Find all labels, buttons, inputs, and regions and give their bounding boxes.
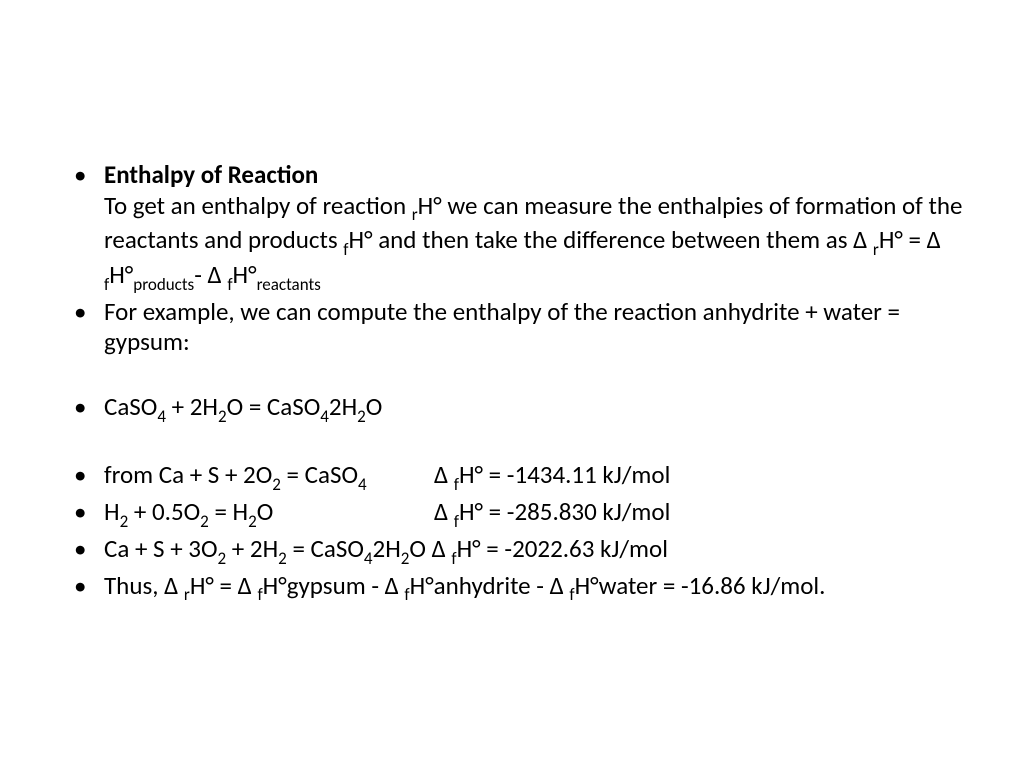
list-item: from Ca + S + 2O2 = CaSO4Δ fH° = -1434.1… (60, 460, 964, 495)
subscript: 2 (200, 511, 209, 532)
subscript: 2 (218, 406, 227, 427)
subscript: f (454, 474, 459, 495)
subscript: 4 (358, 474, 367, 495)
subscript: f (343, 239, 348, 260)
subscript: f (227, 274, 232, 295)
subscript: 2 (401, 548, 410, 569)
slide: Enthalpy of ReactionTo get an enthalpy o… (0, 0, 1024, 768)
spacer (60, 360, 964, 390)
subscript: f (404, 584, 409, 605)
list-item: Ca + S + 3O2 + 2H2 = CaSO42H2O Δ fH° = -… (60, 534, 964, 569)
subscript: 2 (357, 406, 366, 427)
subscript: 2 (218, 548, 227, 569)
subscript: r (873, 239, 879, 260)
list-item: Thus, Δ rH° = Δ fH°gypsum - Δ fH°anhydri… (60, 571, 964, 606)
bullet-list: Enthalpy of ReactionTo get an enthalpy o… (60, 160, 964, 605)
subscript: reactants (257, 274, 321, 295)
item-heading: Enthalpy of Reaction (104, 159, 318, 190)
subscript: r (412, 204, 418, 225)
subscript: 4 (364, 548, 373, 569)
item-body: To get an enthalpy of reaction rH° we ca… (104, 191, 964, 295)
equation-left: H2 + 0.5O2 = H2O (104, 497, 434, 532)
subscript: f (257, 584, 262, 605)
list-item: Enthalpy of ReactionTo get an enthalpy o… (60, 160, 964, 295)
subscript: 2 (278, 548, 287, 569)
subscript: f (104, 274, 109, 295)
list-item: For example, we can compute the enthalpy… (60, 297, 964, 358)
spacer (60, 428, 964, 458)
subscript: 2 (248, 511, 257, 532)
subscript: f (451, 548, 456, 569)
subscript: f (569, 584, 574, 605)
subscript: f (454, 511, 459, 532)
subscript: products (133, 274, 194, 295)
equation-left: from Ca + S + 2O2 = CaSO4 (104, 460, 434, 495)
subscript: 2 (272, 474, 281, 495)
subscript: 4 (157, 406, 166, 427)
list-item: H2 + 0.5O2 = H2OΔ fH° = -285.830 kJ/mol (60, 497, 964, 532)
subscript: 2 (120, 511, 129, 532)
subscript: 4 (320, 406, 329, 427)
subscript: r (184, 584, 190, 605)
list-item: CaSO4 + 2H2O = CaSO42H2O (60, 392, 964, 427)
